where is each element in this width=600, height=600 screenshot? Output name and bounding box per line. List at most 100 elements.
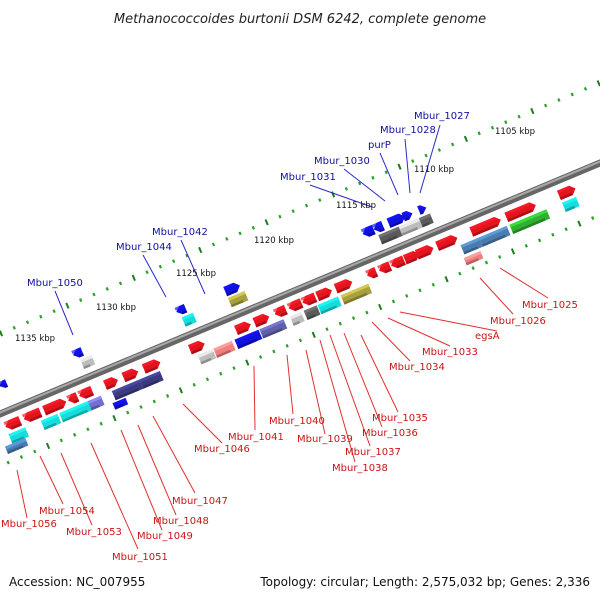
tick-mark: [577, 220, 582, 227]
gene-shadow: [11, 436, 25, 444]
gene-shine: [386, 213, 400, 222]
tick-mark: [185, 253, 189, 258]
tick-mark: [537, 238, 542, 243]
tick-mark: [158, 264, 163, 269]
gene-feature: [300, 292, 318, 306]
tick-mark: [86, 427, 90, 432]
leader-line-bottom: [90, 442, 139, 550]
gene-shine: [340, 283, 370, 299]
gene-shadow: [417, 252, 431, 260]
gene-feature: [340, 283, 373, 305]
gene-shadow: [262, 328, 283, 339]
gene-shadow: [10, 423, 23, 430]
leader-line-bottom: [120, 429, 163, 531]
leader-line-bottom: [499, 267, 549, 299]
gene-shadow: [438, 242, 455, 251]
tick-mark: [583, 86, 588, 91]
gene-shadow: [381, 235, 398, 245]
gene-feature: [174, 304, 188, 315]
tick-mark: [351, 316, 356, 321]
leader-line-bottom: [319, 339, 356, 463]
tick-mark: [25, 320, 30, 325]
gene-labels: Mbur_1027 Mbur_1028 purP Mbur_1030 Mbur_1031…: [1, 111, 578, 563]
tick-mark: [570, 92, 574, 97]
gene-label-bottom: Mbur_1053: [66, 527, 122, 538]
tick-mark: [371, 175, 375, 180]
tick-mark: [238, 231, 242, 236]
tick-mark: [39, 314, 43, 319]
gene-shadow: [389, 220, 403, 228]
gene-shadow: [181, 310, 188, 315]
gene-shine: [509, 209, 548, 228]
gene-label-bottom: Mbur_1039: [297, 434, 353, 445]
gene-shine: [504, 202, 531, 216]
leader-line-bottom: [16, 469, 28, 519]
gene-shadow: [83, 364, 91, 370]
gene-body: [504, 202, 536, 222]
gene-shine: [398, 218, 421, 230]
leader-line-top: [379, 152, 399, 196]
gene-feature: [111, 379, 144, 401]
gene-shine: [460, 237, 481, 248]
tick-mark: [112, 414, 117, 422]
gene-shine: [414, 245, 429, 253]
tick-mark: [384, 170, 388, 175]
gene-body: [234, 329, 263, 349]
gene-shine: [0, 379, 7, 386]
tick-mark: [264, 219, 269, 226]
tick-mark: [278, 214, 282, 219]
leader-line-top: [54, 290, 74, 336]
tick-mark: [551, 232, 555, 237]
gene-body: [227, 291, 249, 308]
tick-mark: [304, 203, 309, 208]
gene-shadow: [421, 222, 430, 228]
tick-mark: [418, 288, 422, 293]
tick-mark: [291, 209, 295, 214]
leader-line-bottom: [343, 332, 383, 428]
gene-shine: [371, 220, 383, 228]
topology-text: Topology: circular; Length: 2,575,032 bp…: [259, 575, 590, 589]
gene-shadow: [343, 292, 368, 305]
gene-shadow: [404, 217, 410, 222]
gene-feature: [103, 377, 118, 390]
gene-shadow: [216, 349, 231, 358]
gene-body: [111, 379, 144, 401]
gene-label-bottom: Mbur_1047: [172, 496, 228, 507]
gene-feature: [417, 205, 427, 215]
tick-mark: [437, 148, 441, 152]
tick-mark: [298, 338, 303, 343]
tick-mark: [451, 142, 455, 147]
gene-feature: [389, 255, 406, 269]
gene-feature: [556, 185, 576, 200]
gene-shadow: [320, 305, 338, 315]
tick-mark: [318, 198, 322, 202]
gene-shine: [40, 413, 59, 424]
gene-shadow: [237, 338, 258, 349]
tick-mark: [490, 125, 495, 130]
gene-shine: [141, 359, 156, 368]
gene-shine: [272, 304, 286, 313]
gene-shine: [418, 213, 432, 221]
gene-feature: [365, 267, 379, 279]
kbp-label: 1125 kbp: [176, 269, 216, 279]
gene-feature: [8, 427, 29, 444]
gene-feature: [478, 225, 511, 247]
gene-feature: [360, 224, 376, 237]
gene-label-bottom: egsA: [475, 331, 500, 342]
tick-mark: [424, 153, 428, 158]
gene-feature: [315, 287, 332, 302]
tick-mark: [12, 325, 16, 330]
gene-feature: [469, 216, 501, 237]
leader-line-bottom: [182, 403, 223, 444]
gene-shine: [402, 250, 415, 258]
tick-mark: [524, 243, 528, 248]
gene-shadow: [114, 403, 124, 410]
gene-shine: [3, 416, 20, 426]
genome-backbone: [0, 159, 600, 418]
tick-mark: [391, 299, 396, 304]
gene-shadow: [62, 409, 88, 423]
gene-feature: [4, 438, 29, 454]
gene-shadow: [559, 192, 573, 200]
gene-label-top: Mbur_1030: [314, 156, 370, 167]
